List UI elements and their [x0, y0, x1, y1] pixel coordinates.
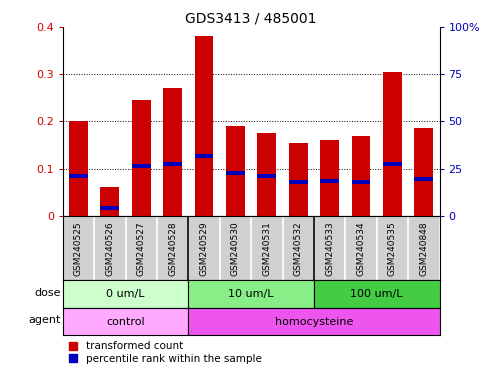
Bar	[383, 162, 402, 166]
Bar	[188, 280, 314, 308]
Bar	[195, 154, 213, 159]
Bar	[314, 280, 440, 308]
Text: GSM240533: GSM240533	[325, 221, 334, 276]
Text: 100 um/L: 100 um/L	[351, 289, 403, 299]
Bar	[383, 72, 402, 216]
Text: GSM240530: GSM240530	[231, 221, 240, 276]
Bar	[226, 126, 245, 216]
Text: agent: agent	[29, 315, 61, 325]
Text: GSM240532: GSM240532	[294, 221, 303, 276]
Bar	[289, 142, 308, 216]
Text: GSM240535: GSM240535	[388, 221, 397, 276]
Text: homocysteine: homocysteine	[275, 316, 353, 326]
Bar	[100, 187, 119, 216]
Bar	[163, 162, 182, 166]
Text: 10 um/L: 10 um/L	[228, 289, 274, 299]
Bar	[69, 174, 88, 178]
Text: GSM240527: GSM240527	[137, 221, 146, 276]
Text: dose: dose	[35, 288, 61, 298]
Bar	[414, 128, 433, 216]
Text: GSM240848: GSM240848	[419, 221, 428, 276]
Bar	[132, 100, 151, 216]
Bar	[320, 140, 339, 216]
Text: GSM240528: GSM240528	[168, 221, 177, 276]
Text: 0 um/L: 0 um/L	[106, 289, 145, 299]
Bar	[289, 180, 308, 184]
Text: GSM240525: GSM240525	[74, 221, 83, 276]
Text: GSM240534: GSM240534	[356, 221, 366, 276]
Bar	[132, 164, 151, 168]
Text: GSM240529: GSM240529	[199, 221, 209, 276]
Bar	[226, 171, 245, 175]
Bar	[163, 88, 182, 216]
Bar	[257, 133, 276, 216]
Bar	[195, 36, 213, 216]
Bar	[352, 136, 370, 216]
Title: GDS3413 / 485001: GDS3413 / 485001	[185, 12, 317, 26]
Bar	[69, 121, 88, 216]
Legend: transformed count, percentile rank within the sample: transformed count, percentile rank withi…	[68, 340, 263, 365]
Text: GSM240531: GSM240531	[262, 221, 271, 276]
Bar	[352, 180, 370, 184]
Bar	[100, 206, 119, 210]
Text: control: control	[106, 316, 145, 326]
Bar	[320, 179, 339, 184]
Text: GSM240526: GSM240526	[105, 221, 114, 276]
Bar	[63, 308, 188, 335]
Bar	[63, 280, 188, 308]
Bar	[188, 308, 440, 335]
Bar	[414, 177, 433, 181]
Bar	[257, 174, 276, 178]
